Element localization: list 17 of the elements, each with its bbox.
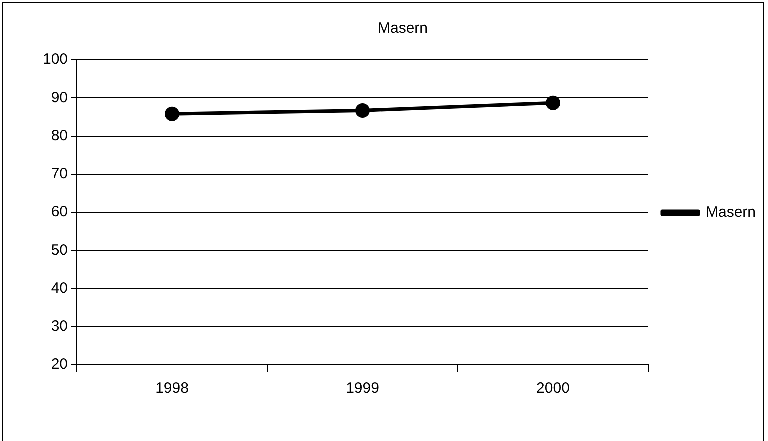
x-tick-label: 2000	[536, 380, 570, 398]
legend-label: Masern	[706, 204, 756, 222]
y-tick-label: 40	[51, 280, 68, 297]
y-tick-label: 20	[51, 356, 68, 374]
x-tick-label: 1999	[346, 380, 380, 398]
y-tick-label: 60	[51, 204, 68, 221]
point	[356, 103, 370, 118]
y-tick-label: 50	[51, 242, 68, 259]
y-tick-label: 30	[51, 318, 68, 336]
chart-title: Masern	[378, 20, 428, 38]
y-tick-label: 90	[51, 89, 68, 106]
point	[546, 96, 560, 110]
x-tick-label: 1998	[156, 380, 189, 398]
y-tick-label: 80	[51, 127, 68, 144]
y-tick-label: 70	[51, 166, 68, 183]
point	[165, 106, 180, 122]
y-tick-label: 100	[42, 51, 68, 68]
